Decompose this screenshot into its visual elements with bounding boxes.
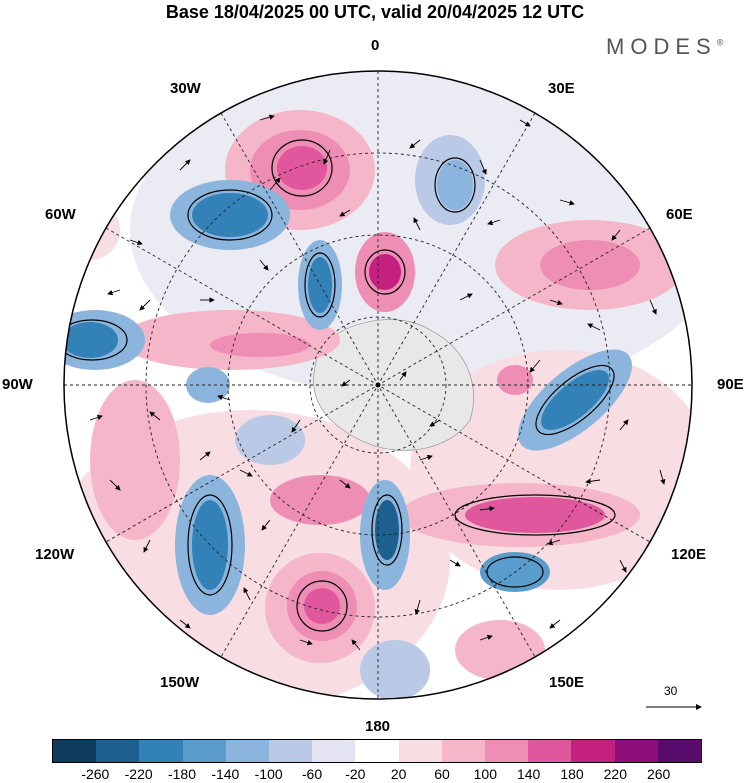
lon-label-30e: 30E: [548, 80, 575, 97]
colorbar-tick-label: -100: [254, 766, 283, 782]
lon-label-120e: 120E: [671, 546, 707, 563]
polar-map: [63, 70, 702, 710]
colorbar-cell: [225, 740, 270, 762]
map-border: [63, 70, 693, 700]
colorbar-cell: [182, 740, 226, 762]
south-pole-marker: [375, 382, 381, 388]
colorbar-tick-label: -140: [211, 766, 240, 782]
colorbar-tick-label: -20: [345, 766, 366, 782]
colorbar-tick-label: 180: [560, 766, 584, 782]
antarctica-landmass: [313, 319, 474, 451]
colorbar-cell: [269, 740, 313, 762]
colorbar-cell: [485, 740, 529, 762]
colorbar-tick-label: 140: [516, 766, 541, 782]
colorbar-cell: [571, 740, 615, 762]
colorbar-tick-label: 100: [473, 766, 498, 782]
lon-label-60w: 60W: [45, 206, 76, 223]
lon-label-180: 180: [365, 718, 391, 735]
lon-label-150w: 150W: [160, 674, 200, 691]
colorbar-tick-label: 60: [434, 766, 450, 782]
registered-mark: ®: [716, 37, 724, 48]
brand-text: MODES: [606, 34, 717, 59]
colorbar-cell: [528, 740, 572, 762]
map-title: Base 18/04/2025 00 UTC, valid 20/04/2025…: [165, 2, 585, 22]
colorbar-cell: [53, 740, 97, 762]
lon-label-150e: 150E: [549, 674, 585, 691]
colorbar-cell: [657, 740, 702, 762]
colorbar-cell: [441, 740, 486, 762]
colorbar-tick-label: 220: [603, 766, 628, 782]
lon-label-120w: 120W: [35, 546, 75, 563]
negative-anomalies: [64, 135, 632, 699]
colorbar-cell: [614, 740, 658, 762]
modes-logo: MODES®: [606, 34, 723, 60]
colorbar-tick-label: -220: [124, 766, 153, 782]
colorbar-cell: [398, 740, 442, 762]
lon-label-90e: 90E: [717, 376, 744, 393]
wind-vectors: [89, 114, 666, 651]
colorbar-tick-label: 260: [646, 766, 671, 782]
lon-label-0: 0: [371, 37, 380, 54]
anomaly-field: [64, 71, 692, 699]
colorbar: [52, 739, 702, 763]
colorbar-tick-label: 20: [390, 766, 407, 782]
lon-label-90w: 90W: [2, 376, 33, 393]
positive-anomalies: [64, 110, 685, 680]
colorbar-labels: -260 -220 -180 -140 -100 -60 -20 20 60 100 140 180 2…: [0, 766, 750, 783]
vector-reference-label: 30: [664, 684, 678, 698]
lon-label-30w: 30W: [170, 80, 201, 97]
colorbar-cell: [355, 740, 399, 762]
colorbar-tick-label: -60: [301, 766, 323, 782]
colorbar-cell: [312, 740, 356, 762]
colorbar-tick-label: -180: [167, 766, 197, 782]
colorbar-cell: [139, 740, 183, 762]
lon-label-60e: 60E: [666, 206, 693, 223]
colorbar-tick-label: -260: [81, 766, 110, 782]
colorbar-cell: [96, 740, 140, 762]
